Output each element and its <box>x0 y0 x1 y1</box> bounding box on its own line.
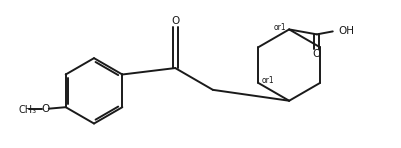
Text: OH: OH <box>338 26 354 36</box>
Text: O: O <box>171 16 179 26</box>
Text: O: O <box>312 49 320 59</box>
Text: or1: or1 <box>261 76 273 85</box>
Text: or1: or1 <box>273 23 286 32</box>
Text: O: O <box>42 104 50 114</box>
Text: CH₃: CH₃ <box>19 105 37 115</box>
